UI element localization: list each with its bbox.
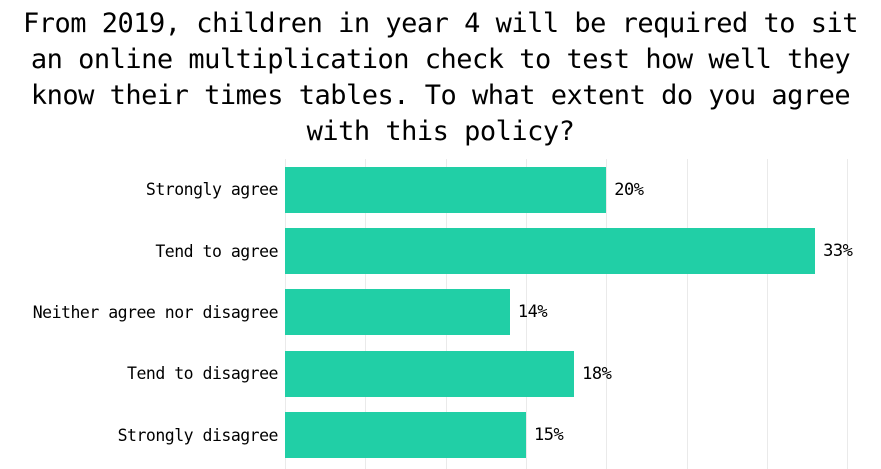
category-label: Tend to agree (155, 241, 278, 261)
bar-row-tend-to-disagree: Tend to disagree 18% (0, 343, 881, 404)
category-label: Tend to disagree (127, 364, 278, 384)
bar-rows: Strongly agree 20% Tend to agree 33% Nei… (0, 159, 881, 469)
chart-title-line: know their times tables. To what extent … (30, 80, 851, 111)
bar-row-neither: Neither agree nor disagree 14% (0, 282, 881, 343)
bar (285, 289, 510, 336)
bar-track: 15% (285, 412, 881, 459)
bar-track: 33% (285, 228, 881, 275)
bar-row-strongly-agree: Strongly agree 20% (0, 159, 881, 220)
chart-title-line: an online multiplication check to test h… (30, 44, 851, 75)
category-label: Neither agree nor disagree (32, 302, 279, 322)
bar (285, 412, 526, 459)
bar-track: 14% (285, 289, 881, 336)
bar (285, 166, 607, 213)
value-label: 33% (823, 241, 853, 262)
bar-track: 18% (285, 350, 881, 397)
value-label: 20% (614, 179, 644, 200)
value-label: 15% (533, 425, 564, 446)
plot-area: Strongly agree 20% Tend to agree 33% Nei… (0, 157, 881, 469)
value-label: 14% (517, 302, 548, 323)
chart-title: From 2019, children in year 4 will be re… (0, 0, 881, 150)
bar-track: 20% (285, 166, 881, 213)
bar-row-strongly-disagree: Strongly disagree 15% (0, 405, 881, 466)
value-label: 18% (582, 363, 612, 384)
bar (285, 228, 816, 275)
category-label: Strongly agree (145, 180, 279, 200)
bar (285, 350, 575, 397)
chart-title-line: with this policy? (306, 116, 575, 147)
category-label: Strongly disagree (117, 425, 279, 445)
chart-title-line: From 2019, children in year 4 will be re… (22, 8, 859, 39)
bar-row-tend-to-agree: Tend to agree 33% (0, 220, 881, 281)
